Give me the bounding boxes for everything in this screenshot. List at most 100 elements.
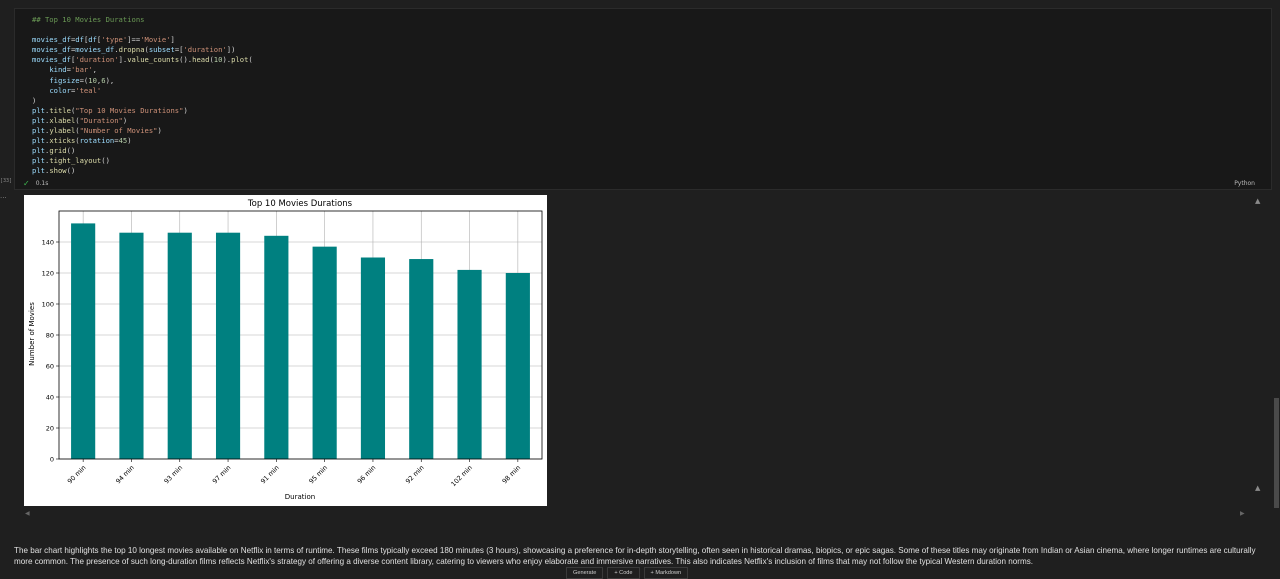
code-token: grid xyxy=(49,146,67,156)
code-token: plt xyxy=(32,156,45,166)
bar xyxy=(457,269,482,459)
code-token: 'type' xyxy=(101,35,128,45)
markdown-cell[interactable]: The bar chart highlights the top 10 long… xyxy=(14,546,1256,566)
bar xyxy=(215,232,241,459)
code-token: ]== xyxy=(127,35,141,45)
code-line: ) xyxy=(32,96,253,106)
code-token: =( xyxy=(79,75,89,85)
code-token: value_counts xyxy=(127,55,180,65)
scroll-up-icon-2[interactable]: ▲ xyxy=(1255,484,1261,492)
bar-chart: 0 20 40 60 80 100 120 140 90 min 94 min 93 min 97 m… xyxy=(28,199,543,501)
chart-title: Top 10 Movies Durations xyxy=(247,199,353,209)
code-line: plt.grid() xyxy=(32,146,253,156)
code-token: xticks xyxy=(49,136,76,146)
success-check-icon: ✓ xyxy=(23,179,30,188)
code-token: . xyxy=(44,166,50,176)
code-token: rotation xyxy=(79,136,115,146)
y-axis-label: Number of Movies xyxy=(28,302,36,366)
bar xyxy=(409,259,434,459)
code-line: movies_df=df[df['type']=='Movie'] xyxy=(32,35,253,45)
code-token: [ xyxy=(83,35,89,45)
code-token: . xyxy=(44,115,50,125)
code-token: figsize xyxy=(49,75,80,85)
x-tick-label: 102 min xyxy=(449,464,474,489)
code-token: ( xyxy=(209,55,214,65)
code-token xyxy=(32,65,49,74)
code-token: ). xyxy=(222,55,232,65)
code-token: ( xyxy=(75,115,80,125)
code-token: [ xyxy=(70,55,76,65)
code-line: plt.tight_layout() xyxy=(32,156,253,166)
code-token: movies_df xyxy=(32,45,71,55)
x-tick-label: 90 min xyxy=(66,464,88,486)
code-token: 45 xyxy=(118,136,128,146)
y-tick-label: 80 xyxy=(46,332,54,340)
code-token: xlabel xyxy=(49,115,76,125)
code-token: plt xyxy=(32,115,45,125)
add-code-button[interactable]: + Code xyxy=(607,567,640,579)
x-tick-label: 94 min xyxy=(114,464,136,486)
y-tick-label: 100 xyxy=(42,301,54,309)
scroll-up-icon[interactable]: ▲ xyxy=(1255,197,1261,205)
code-token: , xyxy=(92,65,97,75)
code-line: plt.show() xyxy=(32,166,253,176)
scroll-right-icon[interactable]: ▶ xyxy=(1240,510,1245,517)
chart-output: 0 20 40 60 80 100 120 140 90 min 94 min 93 min 97 m… xyxy=(24,195,547,506)
code-token: tight_layout xyxy=(49,156,102,166)
code-token xyxy=(32,76,49,85)
code-line: ## Top 10 Movies Durations xyxy=(32,15,253,25)
code-token: = xyxy=(70,35,76,45)
code-editor[interactable]: ## Top 10 Movies Durations movies_df=df[… xyxy=(32,15,253,177)
x-tick-label: 92 min xyxy=(404,464,426,486)
scroll-left-icon[interactable]: ◀ xyxy=(25,510,30,517)
code-line: movies_df=movies_df.dropna(subset=['dura… xyxy=(32,45,253,55)
code-token: 'duration' xyxy=(75,55,119,65)
execution-time: 0.1s xyxy=(35,180,49,187)
code-token: ) xyxy=(122,115,128,125)
code-line: movies_df['duration'].value_counts().hea… xyxy=(32,55,253,65)
code-token: "Duration" xyxy=(79,115,123,125)
code-token: 10 xyxy=(88,75,97,85)
code-token: 'Movie' xyxy=(140,35,171,45)
code-token: movies_df xyxy=(75,45,115,55)
code-token: ) xyxy=(32,95,37,105)
output-more-icon[interactable]: ... xyxy=(0,192,7,200)
vertical-scrollbar-thumb[interactable] xyxy=(1274,398,1279,508)
code-token: = xyxy=(66,65,71,75)
code-token: plt xyxy=(32,105,45,115)
code-token: head xyxy=(192,55,210,65)
x-tick-label: 91 min xyxy=(259,464,281,486)
bar xyxy=(71,223,96,459)
code-token: . xyxy=(44,156,50,166)
code-cell[interactable]: ## Top 10 Movies Durations movies_df=df[… xyxy=(14,8,1272,190)
code-token: "Number of Movies" xyxy=(79,126,158,136)
code-token: = xyxy=(114,136,119,146)
code-token: . xyxy=(44,105,50,115)
language-indicator[interactable]: Python xyxy=(1234,180,1255,187)
code-token: = xyxy=(70,85,76,95)
code-line: plt.xlabel("Duration") xyxy=(32,116,253,126)
code-token: 'teal' xyxy=(75,85,102,95)
code-token: [ xyxy=(96,35,102,45)
code-line: figsize=(10,6), xyxy=(32,76,253,86)
code-token: ] xyxy=(170,35,175,45)
code-token: plt xyxy=(32,136,45,146)
code-token: dropna xyxy=(118,45,145,55)
code-line: plt.title("Top 10 Movies Durations") xyxy=(32,106,253,116)
code-token: kind xyxy=(49,65,67,75)
code-line: color='teal' xyxy=(32,86,253,96)
code-line: kind='bar', xyxy=(32,65,253,75)
execution-count: [33] xyxy=(0,178,13,184)
bar xyxy=(505,273,530,459)
code-token: . xyxy=(44,136,50,146)
add-markdown-button[interactable]: + Markdown xyxy=(643,567,689,579)
code-token: = xyxy=(70,45,76,55)
code-token xyxy=(32,86,49,95)
y-tick-label: 140 xyxy=(42,239,54,247)
code-token: ylabel xyxy=(49,126,76,136)
code-token: =[ xyxy=(174,45,184,55)
code-token: subset xyxy=(148,45,175,55)
code-token: show xyxy=(49,166,67,176)
code-token: ( xyxy=(75,126,80,136)
generate-button[interactable]: Generate xyxy=(566,567,604,579)
